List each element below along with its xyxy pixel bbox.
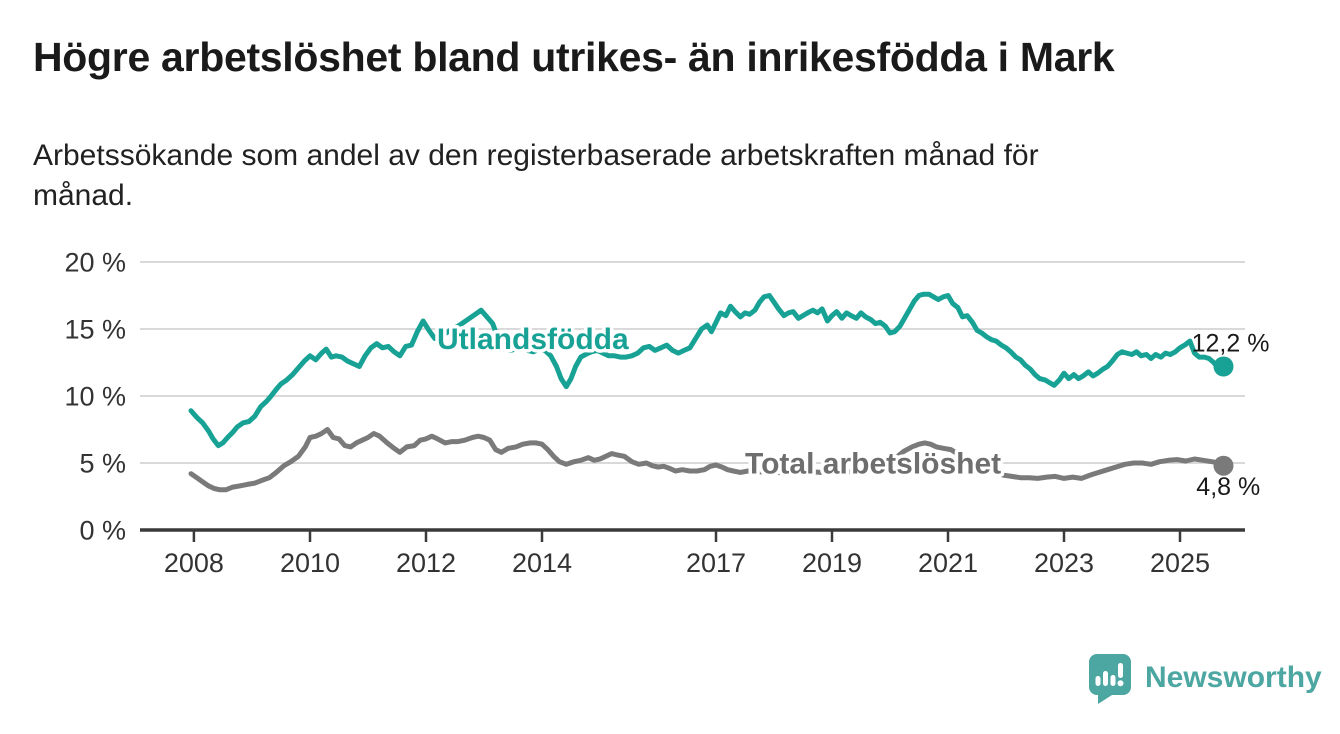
series-label-total-arbetsl-shet: Total arbetslöshet xyxy=(745,447,1001,480)
chart-subtitle-line2: månad. xyxy=(33,179,134,212)
newsworthy-logo-icon xyxy=(1089,654,1131,704)
y-tick-label: 20 % xyxy=(64,248,126,278)
x-tick-label: 2021 xyxy=(918,548,978,578)
x-tick-label: 2025 xyxy=(1150,548,1210,578)
end-value-label-total-arbetsl-shet: 4,8 % xyxy=(1196,473,1260,501)
chart-subtitle-line1: Arbetssökande som andel av den registerb… xyxy=(33,139,1039,172)
x-tick-label: 2008 xyxy=(164,548,224,578)
y-tick-label: 10 % xyxy=(64,382,126,412)
y-tick-label: 0 % xyxy=(79,516,126,546)
y-tick-label: 5 % xyxy=(79,449,126,479)
end-dot-total-arbetsl-shet xyxy=(1213,455,1234,476)
end-dot-utlandsf-dda xyxy=(1213,356,1234,377)
series-line-total-arbetsl-shet xyxy=(188,427,1226,493)
x-tick-label: 2019 xyxy=(802,548,862,578)
x-tick-label: 2010 xyxy=(280,548,340,578)
x-tick-label: 2012 xyxy=(396,548,456,578)
x-tick-label: 2017 xyxy=(686,548,746,578)
x-tick-label: 2014 xyxy=(512,548,572,578)
unemployment-line-chart: 0 % 5 % 10 % 15 % 20 % 2008 2010 2012 2014 2017 20… xyxy=(64,248,1270,579)
chart-subtitle: Arbetssökande som andel av den registerb… xyxy=(33,136,1273,216)
x-tick-label: 2023 xyxy=(1034,548,1094,578)
series-label-utlandsf-dda: Utlandsfödda xyxy=(437,323,629,356)
chart-title: Högre arbetslöshet bland utrikes- än inr… xyxy=(33,34,1115,80)
series-line-utlandsf-dda xyxy=(188,291,1226,449)
end-value-label-utlandsf-dda: 12,2 % xyxy=(1192,330,1270,358)
newsworthy-logo-text: Newsworthy xyxy=(1145,661,1322,694)
y-tick-label: 15 % xyxy=(64,315,126,345)
newsworthy-logo: Newsworthy xyxy=(1085,653,1322,704)
